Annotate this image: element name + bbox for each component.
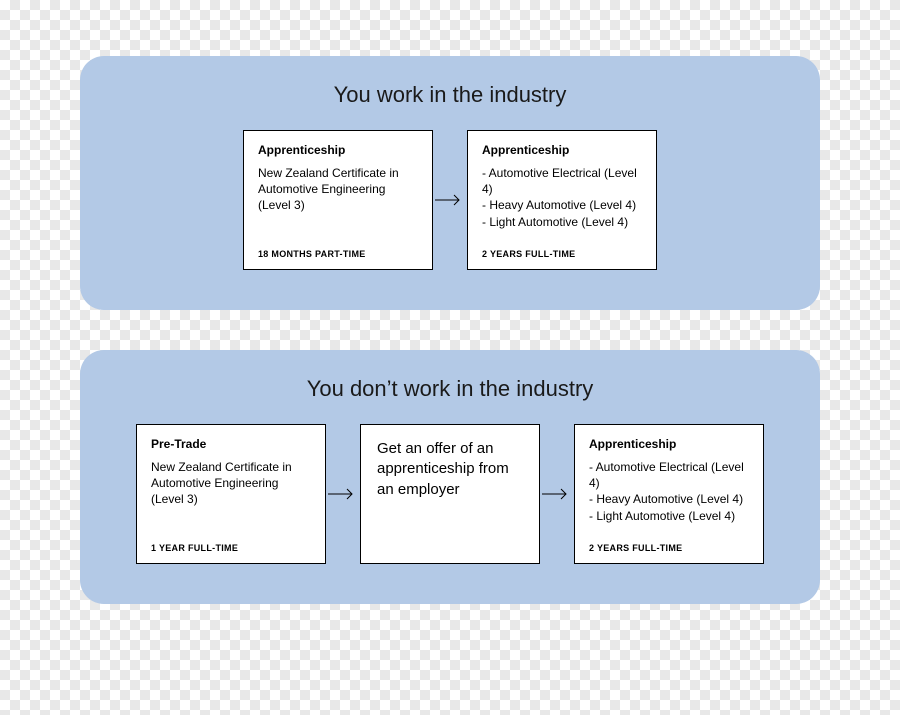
card-heading: Apprenticeship bbox=[482, 143, 642, 157]
arrow-icon bbox=[540, 487, 574, 501]
card-footer: 18 MONTHS PART-TIME bbox=[258, 249, 418, 259]
card-body: New Zealand Certificate in Automotive En… bbox=[258, 165, 418, 243]
card-body-list: Automotive Electrical (Level 4) Heavy Au… bbox=[589, 459, 749, 524]
list-item: Light Automotive (Level 4) bbox=[589, 508, 749, 524]
list-item: Light Automotive (Level 4) bbox=[482, 214, 642, 230]
card-heading: Pre-Trade bbox=[151, 437, 311, 451]
flow-row: Pre-Trade New Zealand Certificate in Aut… bbox=[108, 424, 792, 564]
list-item: Heavy Automotive (Level 4) bbox=[482, 197, 642, 213]
card-footer: 1 YEAR FULL-TIME bbox=[151, 543, 311, 553]
flow-row: Apprenticeship New Zealand Certificate i… bbox=[108, 130, 792, 270]
card-footer: 2 YEARS FULL-TIME bbox=[589, 543, 749, 553]
card-body: Get an offer of an apprenticeship from a… bbox=[377, 439, 523, 500]
panel-title: You don’t work in the industry bbox=[108, 376, 792, 402]
arrow-icon bbox=[433, 193, 467, 207]
arrow-icon bbox=[326, 487, 360, 501]
list-item: Automotive Electrical (Level 4) bbox=[589, 459, 749, 491]
card-apprenticeship-l3: Apprenticeship New Zealand Certificate i… bbox=[243, 130, 433, 270]
card-apprenticeship-l4: Apprenticeship Automotive Electrical (Le… bbox=[467, 130, 657, 270]
card-apprenticeship-l4: Apprenticeship Automotive Electrical (Le… bbox=[574, 424, 764, 564]
card-body: Automotive Electrical (Level 4) Heavy Au… bbox=[589, 459, 749, 537]
card-heading: Apprenticeship bbox=[589, 437, 749, 451]
card-get-offer: Get an offer of an apprenticeship from a… bbox=[360, 424, 540, 564]
panel-work-in-industry: You work in the industry Apprenticeship … bbox=[80, 56, 820, 310]
card-body-list: Automotive Electrical (Level 4) Heavy Au… bbox=[482, 165, 642, 230]
card-heading: Apprenticeship bbox=[258, 143, 418, 157]
card-body: Automotive Electrical (Level 4) Heavy Au… bbox=[482, 165, 642, 243]
panel-not-in-industry: You don’t work in the industry Pre-Trade… bbox=[80, 350, 820, 604]
card-pretrade-l3: Pre-Trade New Zealand Certificate in Aut… bbox=[136, 424, 326, 564]
list-item: Automotive Electrical (Level 4) bbox=[482, 165, 642, 197]
card-footer: 2 YEARS FULL-TIME bbox=[482, 249, 642, 259]
card-body: New Zealand Certificate in Automotive En… bbox=[151, 459, 311, 537]
list-item: Heavy Automotive (Level 4) bbox=[589, 491, 749, 507]
panel-title: You work in the industry bbox=[108, 82, 792, 108]
